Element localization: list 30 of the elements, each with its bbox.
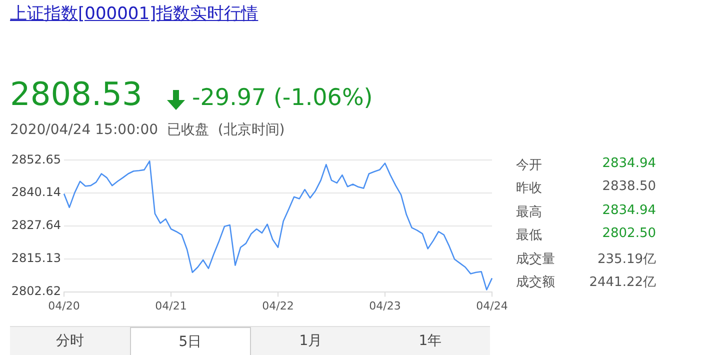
y-tick-label: 2852.65 — [11, 152, 61, 166]
text: 2808.53 — [10, 74, 142, 114]
text: 成交量 — [516, 250, 555, 268]
x-tick-label: 04/20 — [48, 299, 80, 312]
y-tick-label: 2815.13 — [11, 251, 61, 266]
x-tick-label: 04/24 — [476, 299, 508, 312]
text: 1年 — [418, 332, 443, 351]
text: 2838.50 — [602, 179, 656, 196]
text: 最低 — [516, 227, 542, 244]
text: 分时 — [54, 332, 85, 351]
x-tick-label: 04/22 — [262, 299, 294, 312]
text: 成交额 — [516, 274, 555, 291]
text: 1月 — [298, 332, 324, 351]
text: 2834.94 — [602, 156, 656, 173]
text: 今开 — [516, 157, 542, 174]
y-tick-label: 2802.62 — [11, 284, 61, 298]
text: 最高 — [516, 204, 542, 221]
x-tick-label: 04/21 — [155, 299, 187, 312]
text: 2802.50 — [602, 226, 656, 244]
text: 5日 — [130, 327, 251, 355]
text: 昨收 — [516, 180, 542, 198]
text: 2834.94 — [602, 202, 656, 220]
text: 2441.22亿 — [589, 274, 656, 291]
y-tick-label: 2840.14 — [11, 185, 61, 200]
text: 2020/04/24 15:00:00 已收盘 (北京时间) — [10, 121, 285, 139]
chart-title: 上证指数[000001]指数实时行情 — [10, 3, 258, 25]
x-tick-label: 04/23 — [369, 299, 401, 312]
text: 235.19亿 — [598, 250, 656, 268]
text: -29.97 (-1.06%) — [192, 84, 373, 113]
y-tick-label: 2827.64 — [11, 218, 61, 232]
